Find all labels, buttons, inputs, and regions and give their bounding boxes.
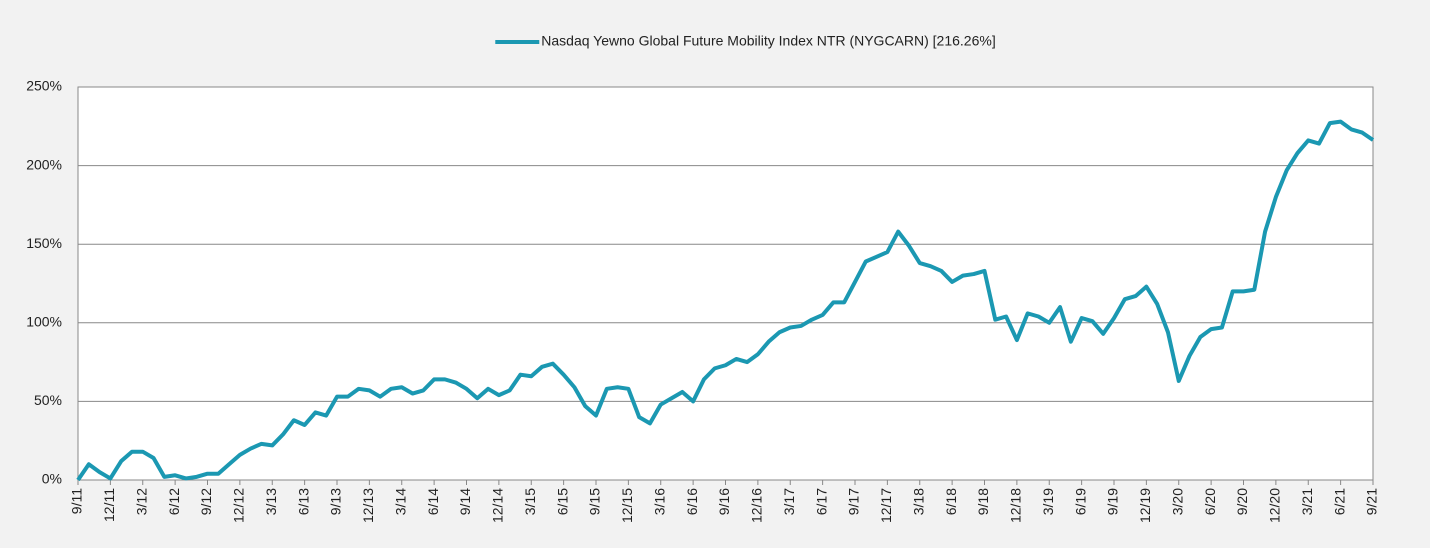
x-tick-label: 12/13 (360, 488, 376, 523)
y-tick-label: 0% (42, 471, 62, 487)
x-tick-label: 12/19 (1137, 488, 1153, 523)
x-tick-label: 3/20 (1169, 488, 1185, 515)
x-tick-label: 9/19 (1105, 488, 1121, 515)
x-tick-label: 9/12 (198, 488, 214, 515)
x-tick-label: 3/12 (133, 488, 149, 515)
x-tick-label: 9/18 (975, 488, 991, 515)
x-tick-label: 3/21 (1299, 488, 1315, 515)
legend-label: Nasdaq Yewno Global Future Mobility Inde… (541, 33, 995, 49)
x-tick-label: 6/14 (425, 488, 441, 515)
x-tick-label: 3/13 (263, 488, 279, 515)
x-tick-label: 9/17 (846, 488, 862, 515)
x-tick-label: 6/13 (295, 488, 311, 515)
x-tick-label: 12/14 (490, 488, 506, 523)
plot-area (77, 86, 1374, 481)
x-tick-label: 3/15 (522, 488, 538, 515)
x-tick-label: 3/16 (651, 488, 667, 515)
x-tick-label: 9/16 (716, 488, 732, 515)
x-tick-label: 12/17 (878, 488, 894, 523)
x-tick-label: 6/16 (684, 488, 700, 515)
x-tick-label: 12/12 (231, 488, 247, 523)
x-tick-label: 6/21 (1331, 488, 1347, 515)
x-tick-label: 12/15 (619, 488, 635, 523)
x-tick-label: 6/15 (554, 488, 570, 515)
x-tick-label: 6/20 (1202, 488, 1218, 515)
x-tick-label: 12/18 (1008, 488, 1024, 523)
x-tick-label: 9/20 (1234, 488, 1250, 515)
y-tick-label: 50% (34, 392, 62, 408)
x-tick-label: 3/17 (781, 488, 797, 515)
x-tick-label: 6/17 (813, 488, 829, 515)
x-tick-label: 12/11 (101, 488, 117, 522)
x-tick-label: 9/15 (587, 488, 603, 515)
x-tick-label: 6/12 (166, 488, 182, 515)
y-tick-label: 250% (26, 78, 62, 94)
x-tick-label: 9/14 (457, 488, 473, 515)
y-tick-label: 100% (26, 314, 62, 330)
y-tick-label: 150% (26, 235, 62, 251)
x-tick-label: 3/14 (392, 488, 408, 515)
x-tick-label: 3/18 (910, 488, 926, 515)
x-tick-label: 9/21 (1364, 488, 1380, 515)
x-tick-label: 6/18 (943, 488, 959, 515)
x-tick-label: 12/16 (749, 488, 765, 523)
x-tick-label: 9/11 (69, 488, 85, 514)
series-line (76, 119, 1375, 482)
y-tick-label: 200% (26, 156, 62, 172)
x-tick-label: 12/20 (1267, 488, 1283, 523)
x-tick-label: 6/19 (1072, 488, 1088, 515)
x-tick-label: 9/13 (328, 488, 344, 515)
x-tick-label: 3/19 (1040, 488, 1056, 515)
